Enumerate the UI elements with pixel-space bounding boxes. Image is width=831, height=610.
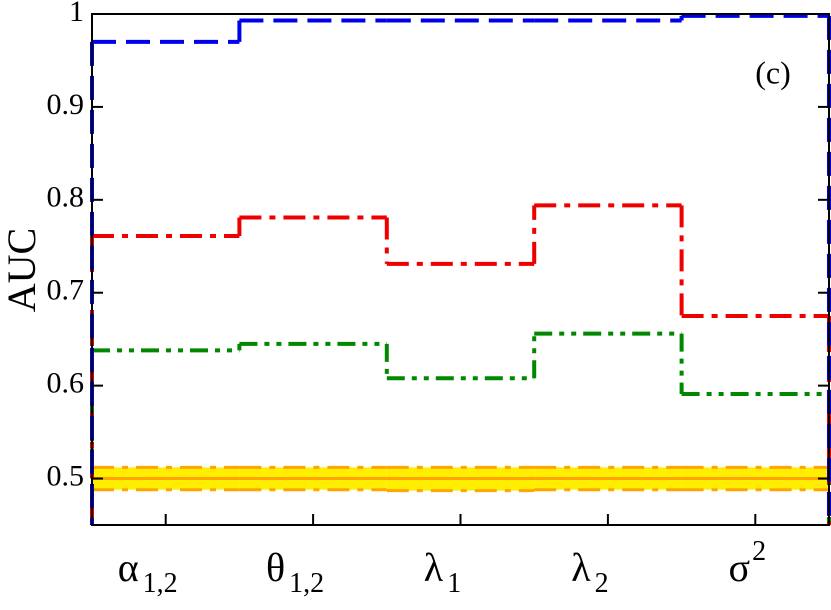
category-subscript: 2 — [595, 568, 609, 599]
category-symbol: λ — [424, 545, 444, 590]
y-tick-label: 0.7 — [47, 274, 85, 307]
y-tick-label: 0.9 — [47, 88, 85, 121]
step-series — [90, 331, 831, 525]
category-symbol: λ — [571, 545, 591, 590]
confidence-band — [92, 465, 829, 493]
y-tick-label: 1 — [69, 0, 84, 28]
x-tick-label: σ2 — [729, 536, 767, 590]
category-symbol: σ — [729, 545, 751, 590]
plot-frame — [91, 13, 830, 526]
category-subscript: 1,2 — [289, 568, 324, 599]
y-tick-label: 0.8 — [47, 181, 85, 214]
x-tick-label: α 1,2 — [118, 545, 178, 599]
step-series — [90, 13, 831, 525]
x-tick-label: θ 1,2 — [266, 545, 324, 599]
category-symbol: θ — [266, 545, 285, 590]
y-tick-label: 0.6 — [47, 367, 85, 400]
category-superscript: 2 — [752, 536, 766, 567]
category-symbol: α — [118, 545, 139, 590]
y-tick-label: 0.5 — [47, 459, 85, 492]
category-subscript: 1,2 — [143, 568, 178, 599]
y-axis-label: AUC — [0, 228, 44, 312]
panel-annotation: (c) — [755, 54, 791, 90]
category-subscript: 1 — [447, 568, 461, 599]
